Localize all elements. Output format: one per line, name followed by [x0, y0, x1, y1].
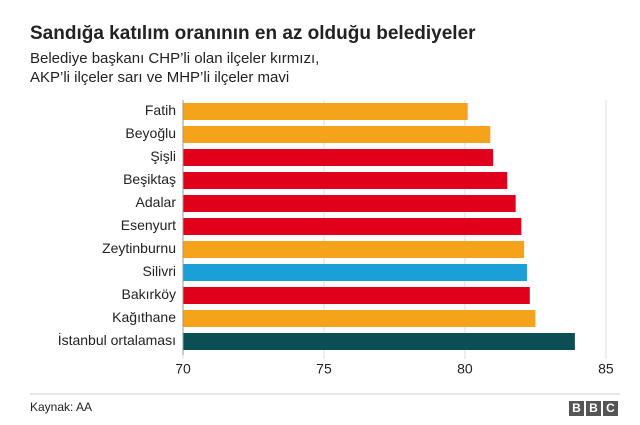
y-tick-label: Beyoğlu [125, 125, 176, 141]
chart-subtitle: Belediye başkanı CHP’li olan ilçeler kır… [30, 50, 319, 67]
x-tick-label: 80 [457, 361, 473, 377]
bar [183, 241, 525, 258]
y-tick-label: Kağıthane [112, 309, 176, 325]
bar [183, 264, 527, 281]
logo-box [586, 401, 601, 416]
bar [183, 287, 530, 304]
chart-subtitle: AKP’li ilçeler sarı ve MHP’li ilçeler ma… [30, 69, 289, 86]
source: Kaynak: AA [30, 400, 92, 414]
bar [183, 103, 468, 120]
y-tick-label: Bakırköy [122, 286, 176, 302]
chart-title: Sandığa katılım oranının en az olduğu be… [30, 23, 476, 44]
bar [183, 333, 575, 350]
bar [183, 149, 494, 166]
bar [183, 172, 508, 189]
logo-box [569, 401, 584, 416]
bar [183, 195, 516, 212]
y-tick-label: Fatih [145, 102, 176, 118]
y-tick-label: Şişli [150, 148, 176, 164]
logo-letter: C [606, 401, 615, 415]
y-tick-label: Beşiktaş [123, 171, 176, 187]
x-tick-label: 85 [598, 361, 614, 377]
bar [183, 310, 536, 327]
bar [183, 218, 522, 235]
y-tick-label: Esenyurt [121, 217, 176, 233]
x-tick-label: 70 [175, 361, 191, 377]
logo-letter: B [589, 401, 598, 415]
y-tick-label: İstanbul ortalaması [58, 331, 176, 348]
y-tick-label: Silivri [143, 263, 176, 279]
y-tick-label: Zeytinburnu [102, 240, 176, 256]
logo-letter: B [572, 401, 581, 415]
y-tick-label: Adalar [136, 194, 177, 210]
bar [183, 126, 491, 143]
x-tick-label: 75 [316, 361, 332, 377]
logo-box [603, 401, 618, 416]
